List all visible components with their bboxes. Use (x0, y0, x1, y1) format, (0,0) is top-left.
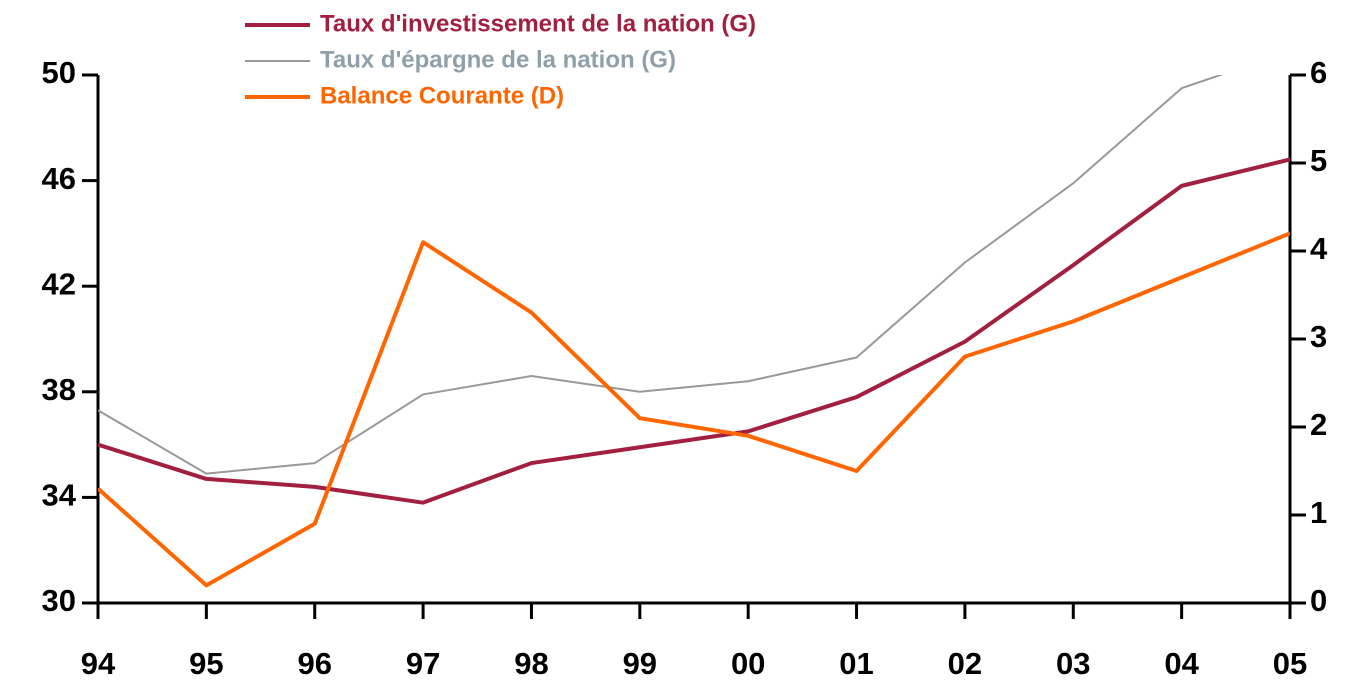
x-tick-label: 96 (297, 646, 331, 681)
x-tick-label: 95 (189, 646, 223, 681)
legend-label: Taux d'investissement de la nation (G) (320, 10, 756, 37)
x-tick-label: 03 (1056, 646, 1090, 681)
y2-tick-label: 4 (1310, 231, 1328, 266)
series-line (98, 231, 1290, 588)
y2-tick-label: 5 (1310, 143, 1327, 178)
y2-tick-label: 1 (1310, 495, 1327, 530)
series-line (98, 157, 1290, 505)
y-tick-label: 50 (42, 55, 76, 90)
y-tick-label: 30 (42, 583, 76, 618)
x-tick-label: 99 (623, 646, 657, 681)
x-tick-label: 98 (514, 646, 548, 681)
y-tick-label: 34 (42, 478, 77, 513)
y-tick-label: 38 (42, 372, 76, 407)
x-tick-label: 97 (406, 646, 440, 681)
x-tick-label: 94 (81, 646, 116, 681)
x-tick-label: 01 (839, 646, 873, 681)
y-tick-label: 46 (42, 161, 76, 196)
x-tick-label: 02 (948, 646, 982, 681)
y2-tick-label: 3 (1310, 319, 1327, 354)
y-tick-label: 42 (42, 266, 76, 301)
y2-tick-label: 6 (1310, 55, 1327, 90)
legend-label: Balance Courante (D) (320, 82, 564, 109)
x-tick-label: 05 (1273, 646, 1307, 681)
legend-label: Taux d'épargne de la nation (G) (320, 46, 676, 73)
y2-tick-label: 0 (1310, 583, 1327, 618)
x-tick-label: 00 (731, 646, 765, 681)
plot-area (98, 75, 1290, 588)
x-tick-label: 04 (1164, 646, 1199, 681)
series-line (98, 75, 1224, 475)
y2-tick-label: 2 (1310, 407, 1327, 442)
